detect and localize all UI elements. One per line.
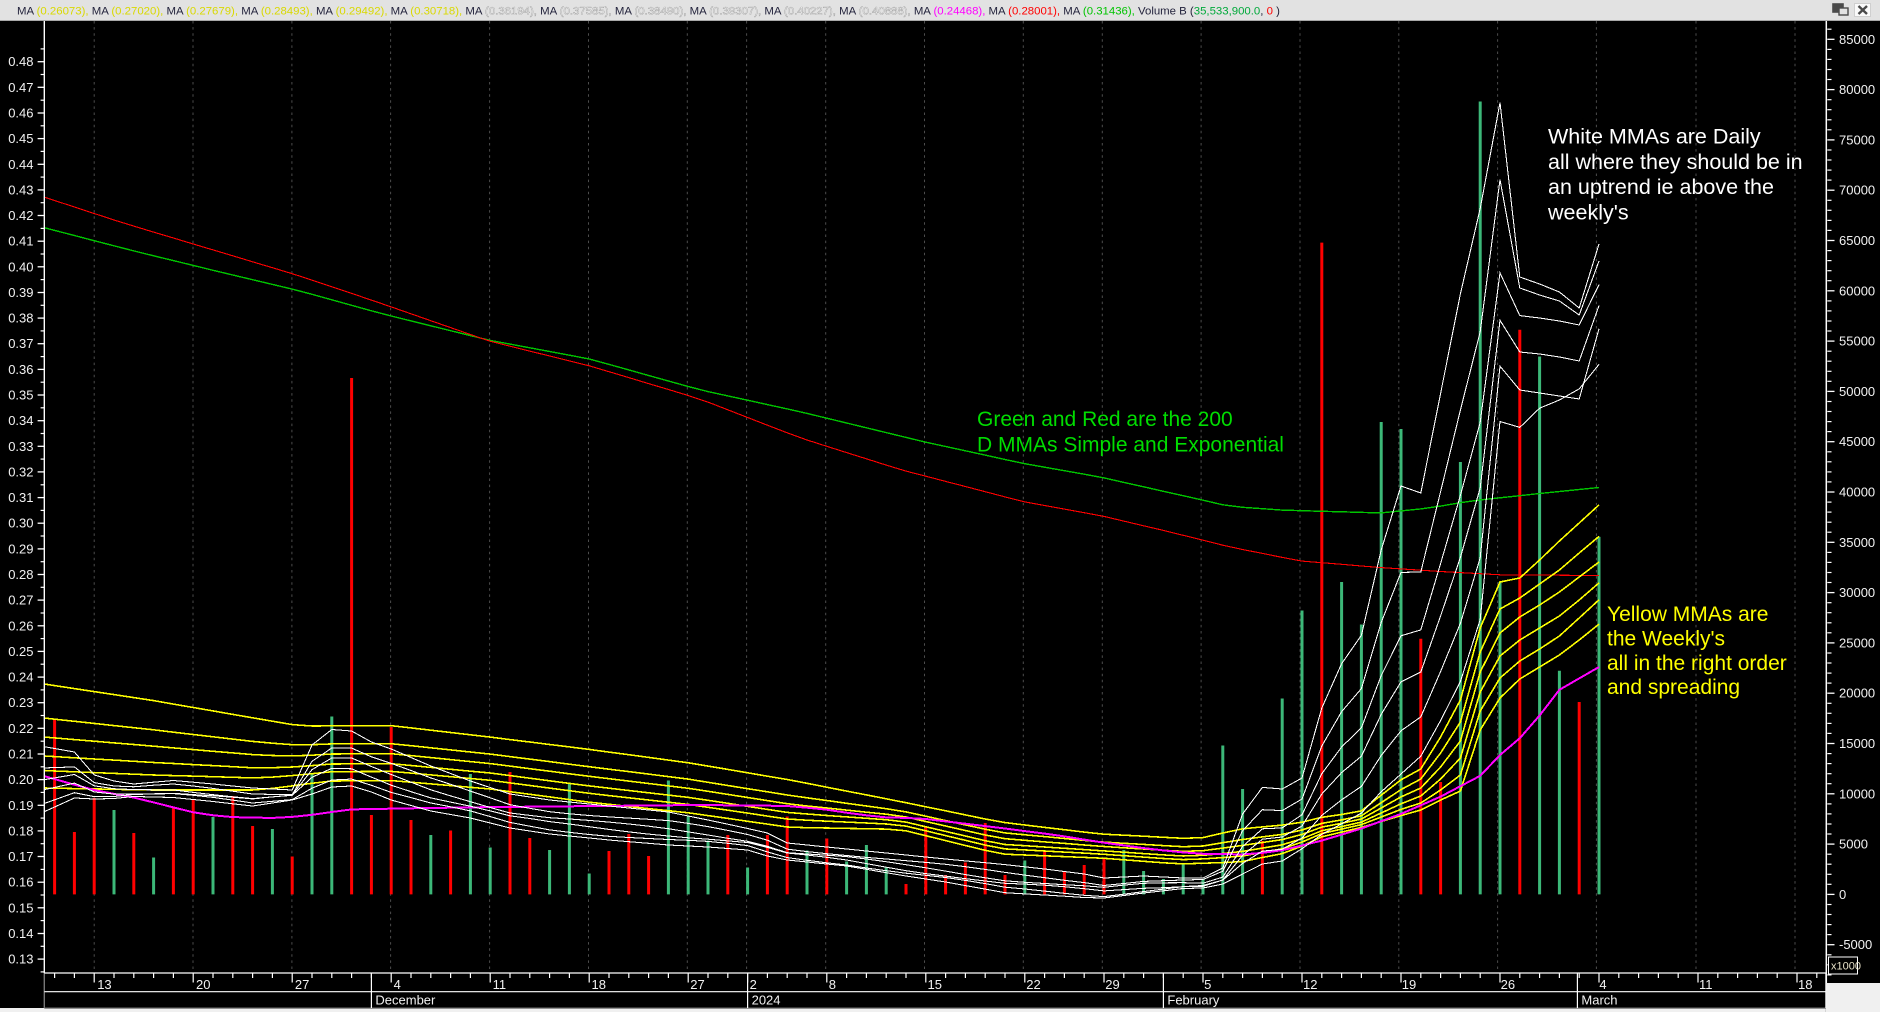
svg-text:60000: 60000 <box>1839 283 1875 298</box>
svg-text:8: 8 <box>829 977 836 992</box>
svg-text:0.45: 0.45 <box>8 131 33 146</box>
svg-text:0.18: 0.18 <box>8 823 33 838</box>
svg-text:0.35: 0.35 <box>8 388 33 403</box>
svg-text:0.38: 0.38 <box>8 311 33 326</box>
svg-text:0.32: 0.32 <box>8 464 33 479</box>
svg-text:0.39: 0.39 <box>8 285 33 300</box>
svg-text:February: February <box>1167 993 1220 1008</box>
svg-text:20000: 20000 <box>1839 686 1875 701</box>
svg-text:10000: 10000 <box>1839 786 1875 801</box>
svg-text:40000: 40000 <box>1839 485 1875 500</box>
svg-text:0.17: 0.17 <box>8 849 33 864</box>
svg-text:0.30: 0.30 <box>8 516 33 531</box>
svg-text:25000: 25000 <box>1839 635 1875 650</box>
svg-text:18: 18 <box>592 977 606 992</box>
svg-text:4: 4 <box>1599 977 1606 992</box>
svg-text:26: 26 <box>1501 977 1515 992</box>
svg-text:45000: 45000 <box>1839 434 1875 449</box>
svg-text:5: 5 <box>1204 977 1211 992</box>
svg-text:15000: 15000 <box>1839 736 1875 751</box>
svg-text:2: 2 <box>750 977 757 992</box>
svg-text:0.47: 0.47 <box>8 80 33 95</box>
svg-text:-5000: -5000 <box>1839 937 1872 952</box>
svg-text:0.46: 0.46 <box>8 106 33 121</box>
svg-text:0.25: 0.25 <box>8 644 33 659</box>
svg-text:0.22: 0.22 <box>8 721 33 736</box>
svg-text:0.23: 0.23 <box>8 695 33 710</box>
svg-text:0: 0 <box>1839 887 1846 902</box>
svg-text:0.20: 0.20 <box>8 772 33 787</box>
svg-text:0.29: 0.29 <box>8 541 33 556</box>
svg-text:55000: 55000 <box>1839 334 1875 349</box>
svg-text:13: 13 <box>97 977 111 992</box>
svg-text:20: 20 <box>196 977 210 992</box>
svg-text:March: March <box>1581 993 1617 1008</box>
svg-text:65000: 65000 <box>1839 233 1875 248</box>
svg-text:0.34: 0.34 <box>8 413 33 428</box>
svg-text:50000: 50000 <box>1839 384 1875 399</box>
svg-text:December: December <box>375 993 436 1008</box>
svg-text:15: 15 <box>928 977 942 992</box>
svg-text:0.40: 0.40 <box>8 259 33 274</box>
svg-text:12: 12 <box>1303 977 1317 992</box>
svg-text:0.24: 0.24 <box>8 670 33 685</box>
svg-text:0.33: 0.33 <box>8 439 33 454</box>
svg-text:0.31: 0.31 <box>8 490 33 505</box>
svg-text:18: 18 <box>1798 977 1812 992</box>
svg-text:MA (0.26073), MA (0.27020), MA: MA (0.26073), MA (0.27020), MA (0.27679)… <box>17 5 1280 17</box>
svg-text:0.27: 0.27 <box>8 593 33 608</box>
svg-text:0.16: 0.16 <box>8 875 33 890</box>
svg-text:27: 27 <box>690 977 704 992</box>
svg-text:0.14: 0.14 <box>8 926 33 941</box>
svg-text:5000: 5000 <box>1839 837 1868 852</box>
svg-text:x1000: x1000 <box>1831 961 1861 973</box>
svg-text:0.26: 0.26 <box>8 618 33 633</box>
svg-text:0.36: 0.36 <box>8 362 33 377</box>
svg-text:0.37: 0.37 <box>8 336 33 351</box>
svg-text:0.21: 0.21 <box>8 747 33 762</box>
svg-text:35000: 35000 <box>1839 535 1875 550</box>
svg-text:2024: 2024 <box>752 993 781 1008</box>
svg-text:19: 19 <box>1402 977 1416 992</box>
svg-text:0.41: 0.41 <box>8 234 33 249</box>
svg-text:0.48: 0.48 <box>8 54 33 69</box>
svg-text:75000: 75000 <box>1839 132 1875 147</box>
svg-text:0.42: 0.42 <box>8 208 33 223</box>
svg-text:11: 11 <box>1699 977 1713 992</box>
svg-text:0.13: 0.13 <box>8 952 33 967</box>
svg-text:0.19: 0.19 <box>8 798 33 813</box>
svg-text:22: 22 <box>1026 977 1040 992</box>
svg-text:4: 4 <box>394 977 401 992</box>
svg-text:85000: 85000 <box>1839 32 1875 47</box>
svg-text:30000: 30000 <box>1839 585 1875 600</box>
svg-text:27: 27 <box>295 977 309 992</box>
svg-text:29: 29 <box>1105 977 1119 992</box>
svg-text:80000: 80000 <box>1839 82 1875 97</box>
svg-text:70000: 70000 <box>1839 183 1875 198</box>
svg-text:0.43: 0.43 <box>8 182 33 197</box>
svg-text:0.44: 0.44 <box>8 157 33 172</box>
svg-text:11: 11 <box>493 977 507 992</box>
svg-text:0.15: 0.15 <box>8 900 33 915</box>
svg-text:0.28: 0.28 <box>8 567 33 582</box>
